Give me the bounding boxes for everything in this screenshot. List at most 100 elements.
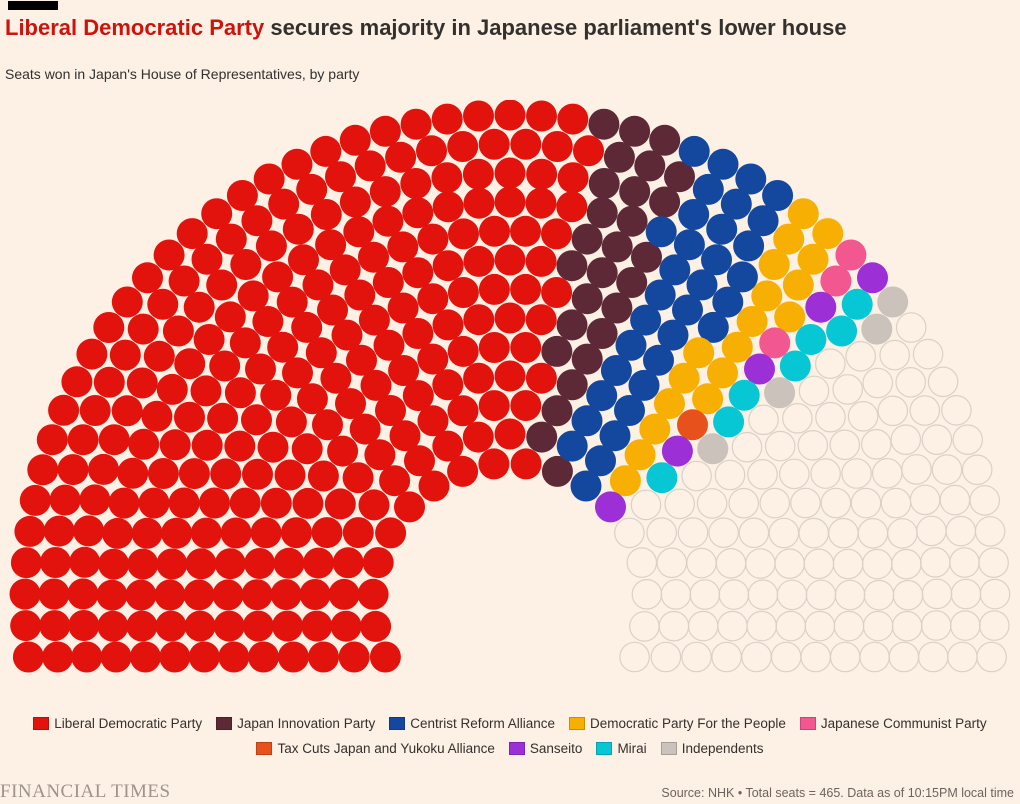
seat-dot: [185, 548, 217, 580]
seat-dot: [463, 245, 495, 277]
seat-dot: [877, 286, 909, 318]
seat-dot: [111, 286, 143, 318]
seat-dot-undeclared: [745, 548, 776, 579]
seat-dot-undeclared: [978, 610, 1010, 641]
seat-dot: [586, 197, 618, 229]
seat-dot: [128, 428, 160, 460]
seat-dot: [510, 390, 542, 422]
seat-dot-undeclared: [782, 402, 813, 434]
seat-dot-undeclared: [804, 610, 836, 642]
source-note: Source: NHK • Total seats = 465. Data as…: [661, 786, 1014, 800]
seat-dot-undeclared: [931, 454, 963, 485]
seat-dot: [541, 455, 573, 487]
seat-dot: [431, 162, 463, 194]
seat-dot-undeclared: [974, 516, 1006, 547]
seat-dot: [571, 283, 603, 315]
seat-dot: [759, 327, 791, 359]
seat-dot-undeclared: [859, 641, 890, 673]
seat-dot: [586, 380, 618, 412]
seat-dot: [324, 488, 356, 520]
seat-dot-undeclared: [764, 430, 796, 462]
seat-dot: [857, 262, 888, 294]
seat-dot: [654, 388, 685, 420]
seat-dot-undeclared: [920, 610, 952, 641]
seat-dot: [664, 161, 695, 193]
legend-item-tax-cuts-japan-and-yukoku-alliance: Tax Cuts Japan and Yukoku Alliance: [256, 736, 495, 761]
seat-dot: [257, 431, 289, 463]
seat-dot: [585, 445, 616, 477]
seat-dot: [273, 547, 305, 579]
seat-dot-undeclared: [861, 548, 893, 580]
headline-party-name: Liberal Democratic Party: [5, 15, 265, 40]
seat-dot: [296, 173, 328, 205]
seat-dot: [707, 148, 739, 180]
legend-item-japanese-communist-party: Japanese Communist Party: [799, 711, 987, 736]
seat-dot: [98, 424, 130, 456]
legend-label: Sanseito: [529, 741, 583, 757]
seat-dot-undeclared: [681, 641, 712, 673]
seat-dot: [229, 327, 261, 359]
seat-dot: [556, 369, 588, 401]
seat-dot: [373, 329, 405, 361]
seat-dot: [141, 400, 173, 432]
seat-dot: [201, 198, 233, 230]
seat-dot: [735, 163, 767, 195]
seat-dot: [282, 357, 313, 389]
seat-dot-undeclared: [775, 610, 807, 642]
seat-dot: [255, 230, 287, 262]
seat-dot: [244, 548, 276, 579]
seat-dot-undeclared: [845, 340, 876, 372]
seat-dot: [125, 579, 157, 611]
seat-dot: [447, 131, 479, 162]
seat-dot-undeclared: [718, 579, 750, 610]
seat-dot: [758, 249, 790, 280]
seat-dot: [599, 420, 631, 452]
legend-label: Japan Innovation Party: [237, 716, 376, 732]
seat-dot: [272, 610, 303, 642]
seat-dot: [111, 395, 143, 427]
seat-dot: [301, 610, 333, 642]
seat-dot-undeclared: [689, 579, 721, 610]
seat-dot: [432, 430, 464, 462]
seat-dot-undeclared: [696, 488, 728, 519]
seat-dot-undeclared: [664, 488, 695, 520]
seat-dot: [510, 448, 542, 480]
seat-dot: [156, 548, 188, 580]
seat-dot: [36, 424, 68, 456]
seat-dot: [649, 186, 681, 218]
seat-dot-undeclared: [820, 487, 852, 519]
seat-dot-undeclared: [656, 547, 688, 579]
seat-dot: [463, 362, 495, 394]
seat-dot-undeclared: [834, 579, 866, 611]
seat-dot: [93, 312, 125, 343]
legend-label: Independents: [681, 741, 764, 757]
seat-dot: [462, 158, 494, 190]
legend-label: Democratic Party For the People: [590, 716, 786, 732]
seat-dot: [556, 309, 588, 341]
seat-dot: [343, 216, 375, 248]
seat-dot: [556, 250, 588, 282]
seat-dot-undeclared: [746, 610, 777, 642]
seat-dot: [463, 304, 495, 336]
seat-dot: [571, 223, 603, 255]
seat-dot: [199, 487, 230, 519]
seat-dot: [510, 273, 542, 305]
seat-dot: [344, 279, 376, 311]
seat-dot: [733, 230, 765, 262]
seat-dot: [48, 394, 80, 426]
seat-dot: [447, 455, 479, 487]
seat-dot: [245, 353, 276, 385]
seat-dot: [447, 395, 479, 427]
seat-dot: [143, 340, 175, 372]
seat-dot-undeclared: [832, 374, 863, 405]
seat-dot: [526, 421, 558, 453]
headline-rest: secures majority in Japanese parliament'…: [264, 15, 847, 40]
seat-dot: [677, 409, 708, 441]
seat-dot-undeclared: [798, 517, 829, 549]
seat-dot: [307, 460, 339, 492]
seat-dot-undeclared: [909, 395, 941, 426]
seat-dot: [14, 515, 46, 547]
seat-dot-undeclared: [879, 339, 910, 371]
seat-dot: [721, 331, 753, 363]
seat-dot: [661, 435, 693, 467]
